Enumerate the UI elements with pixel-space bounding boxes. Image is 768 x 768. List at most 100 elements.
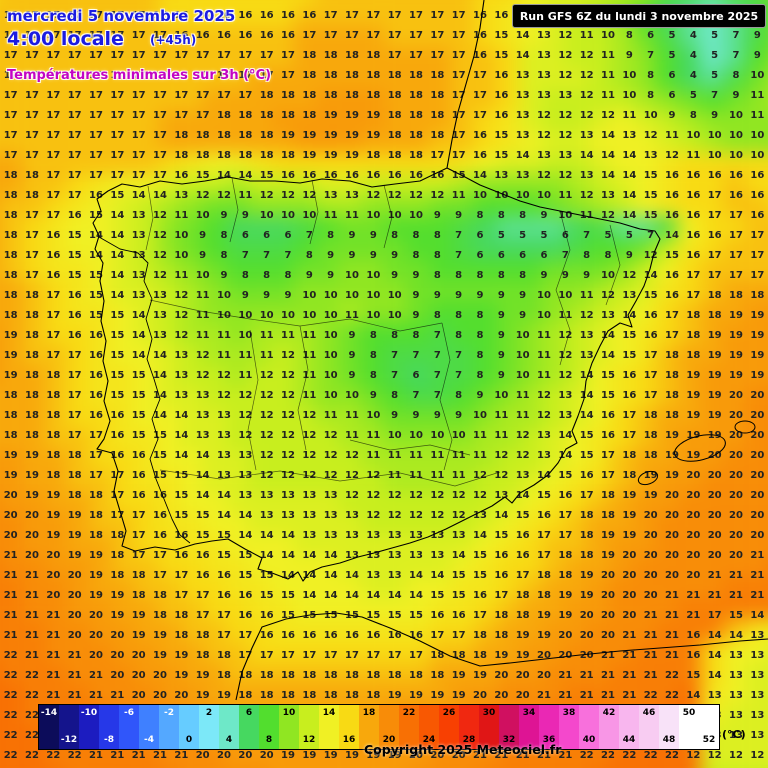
- temp-value: 16: [686, 650, 701, 661]
- temp-value: 17: [729, 270, 743, 281]
- temp-value: 17: [67, 410, 82, 421]
- legend-cell: -14: [39, 705, 59, 749]
- temp-value: 12: [430, 490, 445, 501]
- temp-value: 18: [3, 210, 18, 221]
- temp-color-cell: [67, 110, 91, 132]
- temp-value: 18: [665, 370, 679, 381]
- temp-value: 12: [302, 450, 317, 461]
- temp-value: 12: [686, 750, 701, 761]
- temp-value: 17: [387, 30, 402, 41]
- temp-value: 18: [3, 290, 18, 301]
- temp-value: 20: [259, 750, 274, 761]
- legend-label: 28: [462, 735, 476, 745]
- temp-color-cell: [677, 46, 701, 69]
- legend-cell: 48: [659, 705, 679, 749]
- temp-value: 8: [412, 230, 420, 241]
- temp-value: 17: [473, 90, 487, 101]
- temp-color-cell: [44, 598, 68, 620]
- temp-value: 16: [686, 230, 701, 241]
- temp-color-cell: [655, 322, 678, 344]
- temp-value: 19: [643, 470, 658, 481]
- temp-value: 15: [238, 550, 253, 561]
- temp-value: 13: [217, 450, 231, 461]
- temp-value: 14: [579, 390, 594, 401]
- temp-value: 19: [131, 630, 146, 641]
- temp-value: 7: [412, 390, 420, 401]
- temp-color-cell: [723, 513, 746, 535]
- temp-value: 17: [323, 30, 338, 41]
- temp-value: 11: [174, 270, 189, 281]
- temp-value: 11: [451, 450, 466, 461]
- temp-value: 15: [110, 330, 125, 341]
- temp-value: 9: [220, 210, 228, 221]
- temp-color-cell: [270, 68, 294, 90]
- temp-value: 18: [665, 350, 679, 361]
- temp-color-cell: [700, 746, 724, 768]
- temp-value: 12: [259, 190, 274, 201]
- temp-value: 20: [110, 630, 125, 641]
- temp-color-cell: [723, 492, 746, 514]
- temp-value: 15: [686, 670, 701, 681]
- temp-value: 15: [259, 570, 274, 581]
- temp-value: 20: [686, 570, 701, 581]
- temp-value: 19: [25, 450, 39, 461]
- temp-value: 13: [153, 330, 167, 341]
- temp-color-cell: [22, 0, 45, 5]
- temp-value: 21: [25, 610, 39, 621]
- temp-value: 17: [25, 70, 39, 81]
- temp-color-cell: [700, 407, 724, 429]
- temp-color-cell: [632, 576, 656, 598]
- temp-value: 18: [323, 90, 338, 101]
- temp-color-cell: [225, 46, 249, 69]
- temp-color-cell: [22, 598, 45, 620]
- temp-color-cell: [745, 470, 768, 492]
- temp-value: 17: [323, 650, 338, 661]
- temp-value: 19: [750, 370, 765, 381]
- temp-color-cell: [677, 386, 701, 408]
- temp-color-cell: [44, 258, 68, 280]
- temp-color-cell: [655, 513, 678, 535]
- temp-value: 12: [323, 450, 338, 461]
- temp-color-cell: [745, 0, 768, 5]
- temp-value: 13: [259, 490, 274, 501]
- temp-value: 9: [327, 270, 335, 281]
- temp-value: 11: [451, 190, 466, 201]
- temp-color-cell: [67, 258, 91, 280]
- temp-color-cell: [542, 0, 565, 5]
- legend-label: -8: [104, 735, 114, 745]
- temp-value: 15: [729, 610, 743, 621]
- legend-label: -10: [80, 708, 98, 718]
- temp-color-cell: [632, 746, 656, 768]
- legend-label: 22: [402, 708, 416, 718]
- temp-value: 18: [643, 450, 658, 461]
- temp-value: 17: [195, 110, 210, 121]
- temp-value: 8: [305, 250, 313, 261]
- temp-color-cell: [745, 131, 768, 153]
- legend-unit-label: (°C): [722, 728, 746, 741]
- temp-value: 21: [537, 750, 551, 761]
- temp-color-cell: [67, 555, 91, 577]
- temp-value: 17: [238, 70, 253, 81]
- temp-color-cell: [157, 598, 181, 620]
- temp-color-cell: [587, 0, 611, 5]
- temp-color-cell: [564, 68, 588, 90]
- temp-color-cell: [22, 258, 45, 280]
- temp-value: 13: [622, 290, 637, 301]
- temp-value: 14: [473, 530, 487, 541]
- temp-value: 20: [729, 470, 743, 481]
- temp-value: 11: [259, 330, 274, 341]
- temp-value: 21: [89, 750, 103, 761]
- temp-value: 16: [153, 490, 167, 501]
- temp-color-cell: [497, 46, 520, 69]
- temp-value: 9: [540, 210, 548, 221]
- temp-value: 10: [195, 210, 210, 221]
- temp-value: 11: [558, 190, 573, 201]
- temp-color-cell: [361, 4, 384, 26]
- temp-color-cell: [44, 110, 68, 132]
- temp-color-cell: [112, 682, 136, 704]
- temp-value: 13: [302, 530, 317, 541]
- temp-color-cell: [655, 364, 678, 386]
- temp-value: 18: [25, 370, 39, 381]
- temp-value: 15: [622, 350, 637, 361]
- temp-value: 18: [387, 150, 402, 161]
